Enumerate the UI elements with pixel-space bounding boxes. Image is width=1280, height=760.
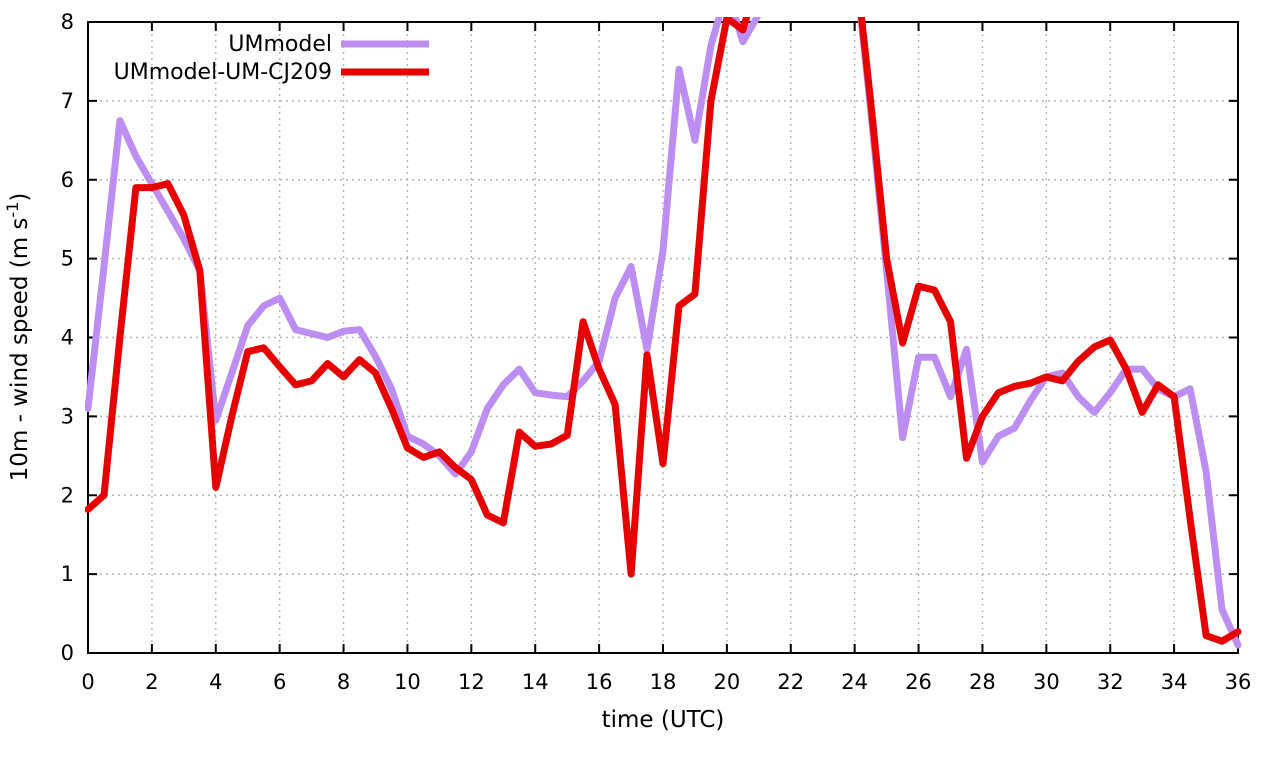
- x-tick-label: 4: [209, 670, 222, 694]
- series-line-1: [85, 17, 1242, 645]
- legend: UMmodel UMmodel-UM-CJ209: [114, 32, 429, 85]
- x-tick-label: 32: [1097, 670, 1124, 694]
- x-tick-label: 18: [650, 670, 677, 694]
- x-tick-label: 24: [841, 670, 868, 694]
- x-tick-label: 14: [522, 670, 549, 694]
- x-tick-label: 22: [777, 670, 804, 694]
- y-tick-label: 6: [61, 168, 74, 192]
- x-tick-label: 28: [969, 670, 996, 694]
- axes-frame: [87, 21, 1239, 654]
- x-tick-label: 10: [394, 670, 421, 694]
- y-tick-label: 0: [61, 641, 74, 665]
- legend-label-1: UMmodel-UM-CJ209: [114, 60, 332, 85]
- x-tick-label: 0: [81, 670, 94, 694]
- x-tick-label: 26: [905, 670, 932, 694]
- x-tick-label: 20: [714, 670, 741, 694]
- x-tick-label: 16: [586, 670, 613, 694]
- grid-lines: [88, 22, 1238, 653]
- x-axis-title: time (UTC): [602, 707, 725, 733]
- x-tick-label: 2: [145, 670, 158, 694]
- y-tick-label: 3: [61, 404, 74, 428]
- y-axis-title-line: 10m - wind speed (m s-1): [3, 193, 33, 482]
- y-tick-label: 7: [61, 89, 74, 113]
- x-tick-label: 34: [1161, 670, 1188, 694]
- x-tick-label: 8: [337, 670, 350, 694]
- tick-labels: 0 2 4 6 8 10 12 14 16 18 20 22 24 26 28 30 32 34 360123456…: [61, 10, 1252, 694]
- y-tick-label: 5: [61, 247, 74, 271]
- x-tick-label: 36: [1225, 670, 1252, 694]
- y-axis-title: 10m - wind speed (m s-1): [3, 193, 33, 482]
- x-tick-label: 30: [1033, 670, 1060, 694]
- legend-label-0: UMmodel: [228, 32, 332, 57]
- y-tick-label: 2: [61, 483, 74, 507]
- y-tick-label: 1: [61, 562, 74, 586]
- y-tick-label: 8: [61, 10, 74, 34]
- y-tick-label: 4: [61, 326, 74, 350]
- y-axis-title-text: 10m - wind speed (m s-1): [3, 193, 33, 482]
- x-tick-label: 12: [458, 670, 485, 694]
- plot-frame: [87, 21, 1239, 654]
- data-series: [85, 17, 1242, 649]
- x-tick-label: 6: [273, 670, 286, 694]
